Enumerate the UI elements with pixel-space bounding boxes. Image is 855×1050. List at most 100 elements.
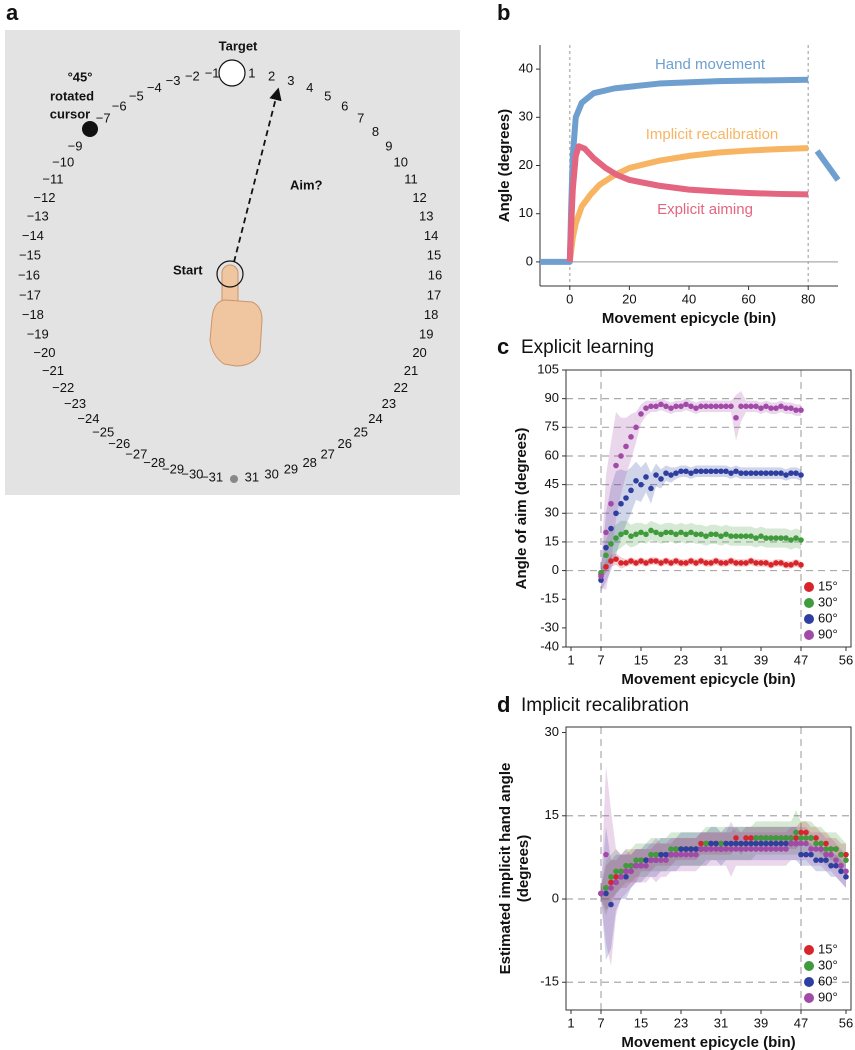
data-point xyxy=(743,470,749,476)
data-point xyxy=(698,846,704,852)
data-point xyxy=(673,403,679,410)
data-point xyxy=(618,531,624,538)
data-point xyxy=(658,531,664,538)
data-point xyxy=(753,535,759,541)
data-point xyxy=(798,407,804,413)
series-label: Hand movement xyxy=(655,56,766,73)
data-point xyxy=(793,535,799,541)
data-point xyxy=(708,846,714,852)
data-point xyxy=(778,535,784,541)
data-point xyxy=(833,857,839,863)
data-point xyxy=(843,857,849,863)
ring-number: 1 xyxy=(248,65,255,80)
data-point xyxy=(778,840,784,847)
ring-number: 16 xyxy=(428,267,442,282)
x-tick-label: 1 xyxy=(567,652,574,667)
data-point xyxy=(783,405,789,412)
data-point xyxy=(768,846,774,852)
data-point xyxy=(748,533,754,539)
x-tick-label: 39 xyxy=(754,652,768,667)
data-point xyxy=(648,558,654,564)
ring-number: 15 xyxy=(427,248,441,263)
data-point xyxy=(613,535,619,541)
data-point xyxy=(633,424,639,431)
data-point xyxy=(683,531,689,538)
ring-number: −21 xyxy=(42,363,64,378)
data-point xyxy=(803,829,809,836)
error-band xyxy=(601,520,801,581)
data-point xyxy=(648,851,654,858)
data-point xyxy=(748,403,754,410)
data-point xyxy=(653,529,659,536)
ring-number: 9 xyxy=(385,139,392,154)
y-tick-label: 15 xyxy=(545,807,559,822)
data-point xyxy=(628,558,634,564)
x-tick-label: 15 xyxy=(634,1015,648,1030)
data-point xyxy=(768,840,774,847)
data-point xyxy=(698,403,704,410)
y-tick-label: 30 xyxy=(545,505,559,520)
ring-number: 27 xyxy=(320,446,334,461)
data-point xyxy=(763,560,769,566)
ring-number: −20 xyxy=(33,345,55,360)
data-point xyxy=(758,840,764,847)
data-point xyxy=(843,874,849,880)
data-point xyxy=(738,403,744,410)
data-point xyxy=(788,835,794,841)
data-point xyxy=(608,558,614,564)
data-point xyxy=(818,857,824,863)
data-point xyxy=(658,476,664,482)
ring: −31−30−29−28−27−26−25−24−23−22−21−20−19−… xyxy=(18,64,442,484)
data-point xyxy=(758,470,764,476)
data-point xyxy=(618,453,624,459)
data-point xyxy=(663,403,669,410)
data-point xyxy=(618,560,624,566)
data-point xyxy=(698,531,704,538)
data-point xyxy=(643,862,649,869)
ring-number: 22 xyxy=(394,380,408,395)
data-point xyxy=(758,533,764,539)
data-point xyxy=(698,840,704,847)
data-point xyxy=(798,840,804,847)
ring-number: 21 xyxy=(404,363,418,378)
data-point xyxy=(818,846,824,852)
data-point xyxy=(648,527,654,534)
x-tick-label: 80 xyxy=(801,291,815,306)
data-point xyxy=(653,558,659,564)
data-point xyxy=(748,470,754,476)
data-point xyxy=(668,405,674,412)
legend-marker xyxy=(804,977,814,987)
data-point xyxy=(703,846,709,852)
data-point xyxy=(753,835,759,841)
data-point xyxy=(738,846,744,852)
data-point xyxy=(768,535,774,541)
aim-label: Aim? xyxy=(290,177,323,192)
legend-marker xyxy=(804,582,814,592)
data-point xyxy=(783,835,789,841)
data-point xyxy=(708,403,714,410)
data-point xyxy=(673,851,679,858)
legend-label: 15° xyxy=(818,941,838,956)
ring-number: −1 xyxy=(205,65,220,80)
data-point xyxy=(798,835,804,841)
ring-number: 28 xyxy=(302,455,316,470)
data-point xyxy=(668,472,674,478)
data-point xyxy=(603,529,609,536)
hand-icon xyxy=(209,264,263,367)
data-point xyxy=(603,552,609,559)
ring-number: −6 xyxy=(112,99,127,114)
data-point xyxy=(603,544,609,551)
data-point xyxy=(613,510,619,517)
data-point xyxy=(758,405,764,412)
data-point xyxy=(743,533,749,539)
data-point xyxy=(673,558,679,564)
data-point xyxy=(723,846,729,852)
data-point xyxy=(623,529,629,536)
ring-number: 2 xyxy=(268,68,275,83)
data-point xyxy=(813,840,819,847)
data-point xyxy=(788,562,794,568)
data-point xyxy=(728,846,734,852)
data-point xyxy=(688,851,694,858)
ring-number: 20 xyxy=(412,345,426,360)
